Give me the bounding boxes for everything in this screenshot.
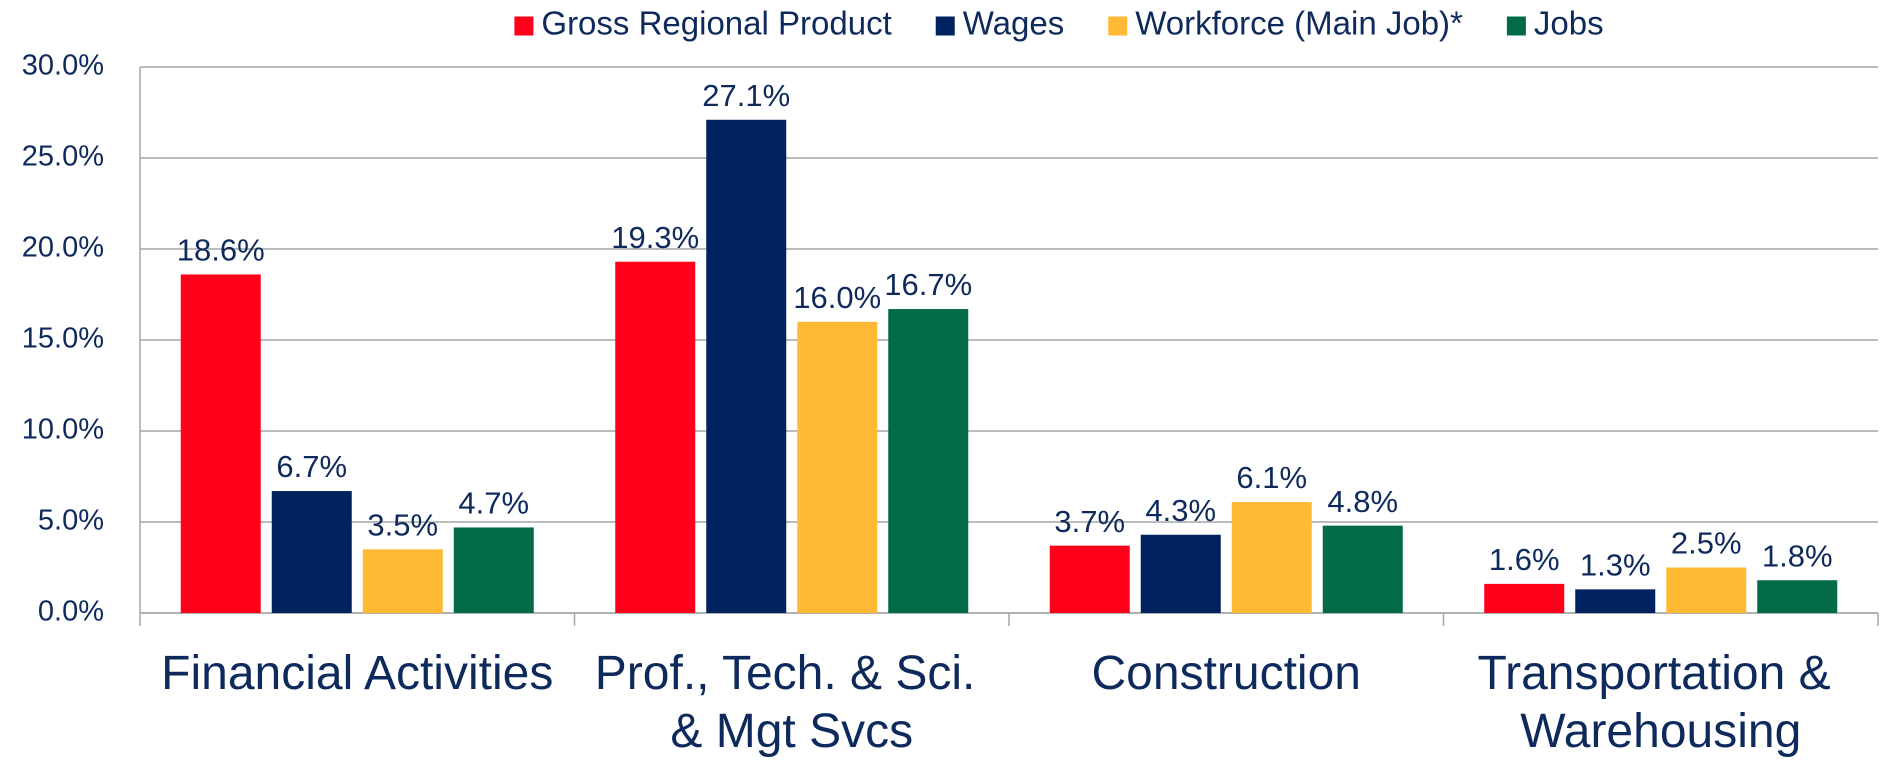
bar — [1049, 545, 1130, 613]
value-label: 19.3% — [611, 220, 699, 255]
value-label: 1.8% — [1762, 538, 1833, 573]
bar — [615, 261, 696, 613]
value-label: 18.6% — [177, 233, 265, 268]
y-tick-label: 0.0% — [38, 596, 104, 628]
x-tick-label: Prof., Tech. & Sci. & Mgt Svcs — [595, 647, 989, 758]
value-label: 16.0% — [793, 280, 881, 315]
y-tick-label: 5.0% — [38, 505, 104, 537]
value-label: 4.8% — [1327, 484, 1398, 519]
value-label: 16.7% — [884, 267, 972, 302]
value-label: 4.3% — [1145, 493, 1216, 528]
y-tick-label: 30.0% — [22, 50, 104, 82]
bar — [1322, 525, 1403, 613]
y-tick-label: 15.0% — [22, 323, 104, 355]
value-label: 3.5% — [367, 507, 438, 542]
bar — [797, 321, 878, 613]
bar — [180, 274, 261, 613]
value-label: 3.7% — [1054, 504, 1125, 539]
bar — [362, 549, 443, 613]
legend-label: Workforce (Main Job)* — [1135, 5, 1463, 42]
x-tick-label: Transportation & Warehousing — [1478, 647, 1844, 758]
bar — [706, 119, 787, 613]
value-label: 4.7% — [458, 486, 529, 521]
value-label: 2.5% — [1671, 526, 1742, 561]
legend-label: Wages — [963, 5, 1064, 42]
bar — [888, 309, 969, 613]
value-label: 1.6% — [1489, 542, 1560, 577]
bar — [1140, 534, 1221, 613]
bar — [1757, 580, 1838, 613]
y-tick-label: 20.0% — [22, 232, 104, 264]
bar — [1484, 583, 1565, 613]
bar — [1575, 589, 1656, 613]
bar — [453, 527, 534, 613]
y-tick-label: 25.0% — [22, 141, 104, 173]
legend-label: Jobs — [1534, 5, 1604, 42]
legend-swatch — [935, 16, 955, 36]
value-label: 6.1% — [1236, 460, 1307, 495]
legend-swatch — [1506, 16, 1526, 36]
legend: Gross Regional Product Wages Workforce (Ma… — [514, 5, 1604, 42]
bar — [271, 491, 352, 613]
bar — [1231, 501, 1312, 613]
x-tick-label: Financial Activities — [161, 647, 553, 700]
y-tick-label: 10.0% — [22, 414, 104, 446]
value-label: 6.7% — [276, 449, 347, 484]
value-label: 1.3% — [1580, 548, 1651, 583]
value-label: 27.1% — [702, 78, 790, 113]
legend-swatch — [514, 16, 534, 36]
legend-label: Gross Regional Product — [541, 5, 891, 42]
x-tick-label: Construction — [1092, 647, 1361, 700]
legend-swatch — [1108, 16, 1128, 36]
bar — [1666, 567, 1747, 613]
